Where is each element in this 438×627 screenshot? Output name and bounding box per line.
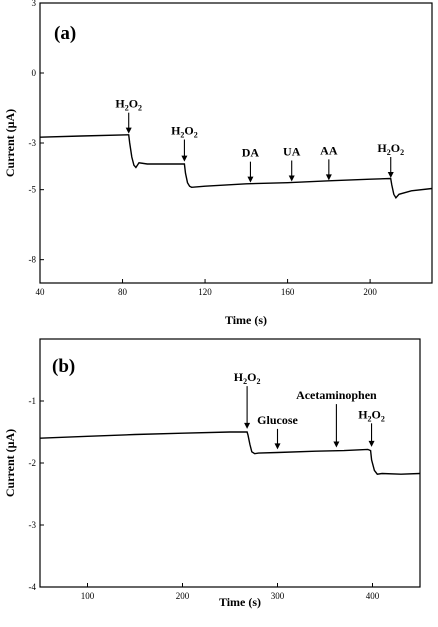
panel-a-annotation-sub: 2 bbox=[180, 131, 184, 140]
panel-b-annotation-label: Acetaminophen bbox=[296, 388, 377, 402]
panel-a-y-tick-label: 0 bbox=[32, 68, 37, 78]
panel-b-annotation-label: H2O2 bbox=[358, 407, 385, 423]
panel-a-y-tick-label: -5 bbox=[29, 185, 37, 195]
panel-b-arrow-head bbox=[368, 440, 375, 447]
panel-b-y-axis-title: Current (μA) bbox=[3, 429, 17, 497]
panel-a-annotation-text: O bbox=[184, 124, 193, 138]
panel-b-arrow-head bbox=[244, 422, 251, 429]
panel-a-annotation-sub: 2 bbox=[125, 104, 129, 113]
panel-a-annotation-text: UA bbox=[283, 145, 301, 159]
panel-b-annotation-text: Glucose bbox=[257, 413, 298, 427]
panel-a-arrow-head bbox=[247, 176, 254, 183]
panel-b-x-tick-label: 100 bbox=[81, 591, 95, 601]
panel-b-annotation-text: H bbox=[234, 370, 244, 384]
panel-b-current-trace bbox=[39, 431, 421, 475]
panel-b-arrow-head bbox=[274, 443, 281, 450]
panel-b-annotation-text: H bbox=[358, 407, 368, 421]
panel-a-annotation-sub: 2 bbox=[387, 148, 391, 157]
panel-b-label: (b) bbox=[52, 356, 75, 377]
panel-a-arrow-head bbox=[387, 172, 394, 178]
panel-a-arrow-head bbox=[288, 175, 295, 182]
panel-b-annotation-sub: 2 bbox=[381, 414, 385, 423]
panel-b-y-tick-label: -4 bbox=[29, 582, 37, 592]
panel-a-label: (a) bbox=[54, 23, 76, 44]
panel-b-annotation-text: O bbox=[247, 370, 256, 384]
panel-a-annotation-text: O bbox=[129, 97, 138, 111]
panel-a-arrow-head bbox=[325, 174, 332, 181]
panel-b-annotation-text: Acetaminophen bbox=[296, 388, 377, 402]
panel-a-chart: 40 80 120 160 200 3 0 -3 -5 -8 Time (s) Current (μA… bbox=[3, 0, 433, 327]
panel-b-x-tick-label: 400 bbox=[366, 591, 380, 601]
panel-a-x-tick-label: 80 bbox=[118, 287, 128, 297]
panel-a-annotation-text: AA bbox=[320, 143, 338, 157]
panel-a-y-axis-title: Current (μA) bbox=[3, 109, 17, 177]
panel-a-y-tick-label: -8 bbox=[29, 255, 37, 265]
panel-a-annotation-label: H2O2 bbox=[377, 141, 404, 157]
panel-b-y-tick-label: -1 bbox=[29, 396, 37, 406]
panel-a-annotation-text: H bbox=[115, 97, 125, 111]
panel-a-x-axis-title: Time (s) bbox=[225, 313, 267, 327]
panel-a-x-tick-label: 40 bbox=[36, 287, 46, 297]
panel-b-arrow-head bbox=[333, 441, 340, 448]
panel-a-annotation-label: H2O2 bbox=[171, 124, 198, 140]
panel-b-x-tick-label: 200 bbox=[176, 591, 190, 601]
panel-a-plot-frame bbox=[39, 2, 433, 284]
panel-a-annotation-sub: 2 bbox=[400, 148, 404, 157]
panel-b-y-tick-label: -3 bbox=[29, 520, 37, 530]
panel-a-arrow-head bbox=[181, 155, 188, 162]
panel-a-arrow-head bbox=[125, 127, 132, 134]
panel-b-y-tick-label: -2 bbox=[29, 458, 37, 468]
panel-b-x-axis-title: Time (s) bbox=[219, 595, 261, 609]
panel-a-annotation-sub: 2 bbox=[138, 104, 142, 113]
panel-b-x-tick-label: 300 bbox=[271, 591, 285, 601]
panel-a-annotation-sub: 2 bbox=[194, 131, 198, 140]
panel-a-annotation-text: H bbox=[171, 124, 181, 138]
panel-a-x-tick-label: 120 bbox=[198, 287, 212, 297]
panel-a-current-trace bbox=[39, 134, 433, 199]
panel-a-x-tick-label: 160 bbox=[281, 287, 295, 297]
panel-b-annotation-label: Glucose bbox=[257, 413, 298, 427]
panel-b-plot-frame bbox=[39, 338, 421, 588]
panel-a-annotation-label: UA bbox=[283, 145, 301, 159]
panel-b-annotation-label: H2O2 bbox=[234, 370, 261, 386]
panel-a-annotation-label: AA bbox=[320, 143, 338, 157]
panel-a-annotation-label: DA bbox=[242, 146, 260, 160]
panel-a-x-tick-label: 200 bbox=[363, 287, 377, 297]
panel-b-annotation-sub: 2 bbox=[368, 414, 372, 423]
panel-a-annotation-text: O bbox=[391, 141, 400, 155]
panel-a-annotation-text: H bbox=[377, 141, 387, 155]
panel-a-y-tick-label: 3 bbox=[32, 0, 37, 8]
panel-b-chart: 100 200 300 400 -1 -2 -3 -4 Time (s) Current (μA)… bbox=[3, 338, 421, 609]
panel-b-annotation-sub: 2 bbox=[256, 377, 260, 386]
panel-a-annotation-text: DA bbox=[242, 146, 260, 160]
panel-a-annotation-label: H2O2 bbox=[115, 97, 142, 113]
panel-b-annotation-text: O bbox=[372, 407, 381, 421]
panel-b-annotation-sub: 2 bbox=[243, 377, 247, 386]
panel-a-y-tick-label: -3 bbox=[29, 138, 37, 148]
